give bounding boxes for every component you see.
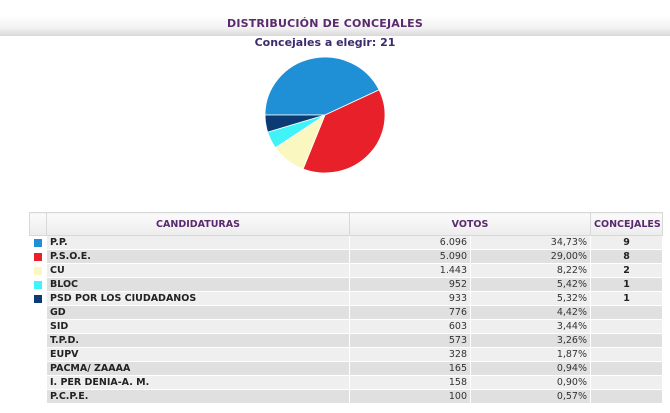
swatch-column-header — [29, 212, 47, 236]
color-swatch-cell — [29, 389, 47, 404]
color-swatch-cell — [29, 333, 47, 348]
votes-count: 158 — [349, 375, 471, 390]
seats-count: 9 — [590, 235, 664, 250]
color-swatch-cell — [29, 249, 47, 264]
party-name: T.P.D. — [46, 333, 350, 348]
seats-count — [590, 361, 664, 376]
legend-swatch — [34, 294, 42, 303]
table-row: T.P.D. 573 3,26% — [29, 333, 664, 348]
seats-count — [590, 375, 664, 390]
votes-percent: 5,32% — [469, 291, 592, 306]
party-name: CU — [46, 263, 350, 278]
seats-subtitle: Concejales a elegir: 21 — [254, 36, 396, 49]
seats-count: 2 — [590, 263, 664, 278]
votes-count: 100 — [349, 389, 471, 404]
votes-percent: 8,22% — [469, 263, 592, 278]
votes-count: 573 — [349, 333, 471, 348]
seats-count — [590, 305, 664, 320]
table-row: EUPV 328 1,87% — [29, 347, 664, 362]
votes-percent: 0,90% — [469, 375, 592, 390]
votes-percent: 3,44% — [469, 319, 592, 334]
votes-percent: 4,42% — [469, 305, 592, 320]
seats-count — [590, 389, 664, 404]
votes-count: 603 — [349, 319, 471, 334]
color-swatch-cell — [29, 235, 47, 250]
legend-swatch — [34, 238, 42, 247]
party-name: PACMA/ ZAAAA — [46, 361, 350, 376]
votes-percent: 0,94% — [469, 361, 592, 376]
votes-percent: 5,42% — [469, 277, 592, 292]
table-row: BLOC 952 5,42% 1 — [29, 277, 664, 292]
seats-count: 1 — [590, 291, 664, 306]
party-name: BLOC — [46, 277, 350, 292]
pie-slice-p-p — [264, 56, 380, 116]
concejales-header: CONCEJALES — [590, 212, 664, 236]
votes-count: 933 — [349, 291, 471, 306]
votes-count: 165 — [349, 361, 471, 376]
votes-percent: 29,00% — [469, 249, 592, 264]
color-swatch-cell — [29, 291, 47, 306]
party-name: EUPV — [46, 347, 350, 362]
legend-swatch — [34, 280, 42, 289]
party-name: P.P. — [46, 235, 350, 250]
color-swatch-cell — [29, 347, 47, 362]
color-swatch-cell — [29, 319, 47, 334]
pie-slice-p-s-o-e — [302, 89, 386, 174]
party-name: PSD POR LOS CIUDADANOS — [46, 291, 350, 306]
votes-percent: 0,57% — [469, 389, 592, 404]
table-row: CU 1.443 8,22% 2 — [29, 263, 664, 278]
page-title: DISTRIBUCIÓN DE CONCEJALES — [226, 17, 424, 30]
results-table: CANDIDATURAS VOTOS CONCEJALES P.P. 6.096 3… — [29, 212, 664, 404]
table-row: SID 603 3,44% — [29, 319, 664, 334]
color-swatch-cell — [29, 361, 47, 376]
votes-percent: 34,73% — [469, 235, 592, 250]
table-header-row: CANDIDATURAS VOTOS CONCEJALES — [29, 212, 664, 236]
seats-count — [590, 347, 664, 362]
table-row: P.S.O.E. 5.090 29,00% 8 — [29, 249, 664, 264]
seats-count: 1 — [590, 277, 664, 292]
pie-slice-psd-por-los-ciudadanos — [264, 114, 326, 133]
party-name: P.C.P.E. — [46, 389, 350, 404]
votes-count: 952 — [349, 277, 471, 292]
votes-count: 6.096 — [349, 235, 471, 250]
votes-count: 1.443 — [349, 263, 471, 278]
color-swatch-cell — [29, 375, 47, 390]
table-row: P.C.P.E. 100 0,57% — [29, 389, 664, 404]
party-name: I. PER DENIA-A. M. — [46, 375, 350, 390]
party-name: P.S.O.E. — [46, 249, 350, 264]
seats-count — [590, 333, 664, 348]
party-name: SID — [46, 319, 350, 334]
table-row: GD 776 4,42% — [29, 305, 664, 320]
votos-header: VOTOS — [348, 212, 592, 236]
legend-swatch — [34, 266, 42, 275]
table-row: PSD POR LOS CIUDADANOS 933 5,32% 1 — [29, 291, 664, 306]
party-name: GD — [46, 305, 350, 320]
votes-percent: 1,87% — [469, 347, 592, 362]
votes-count: 5.090 — [349, 249, 471, 264]
candidaturas-header: CANDIDATURAS — [46, 212, 350, 236]
table-row: I. PER DENIA-A. M. 158 0,90% — [29, 375, 664, 390]
table-row: PACMA/ ZAAAA 165 0,94% — [29, 361, 664, 376]
votes-count: 328 — [349, 347, 471, 362]
seats-count: 8 — [590, 249, 664, 264]
legend-swatch — [34, 252, 42, 261]
color-swatch-cell — [29, 263, 47, 278]
color-swatch-cell — [29, 305, 47, 320]
seat-distribution-pie — [264, 56, 386, 174]
votes-count: 776 — [349, 305, 471, 320]
votes-percent: 3,26% — [469, 333, 592, 348]
color-swatch-cell — [29, 277, 47, 292]
table-row: P.P. 6.096 34,73% 9 — [29, 235, 664, 250]
header-band — [0, 16, 670, 36]
seats-count — [590, 319, 664, 334]
